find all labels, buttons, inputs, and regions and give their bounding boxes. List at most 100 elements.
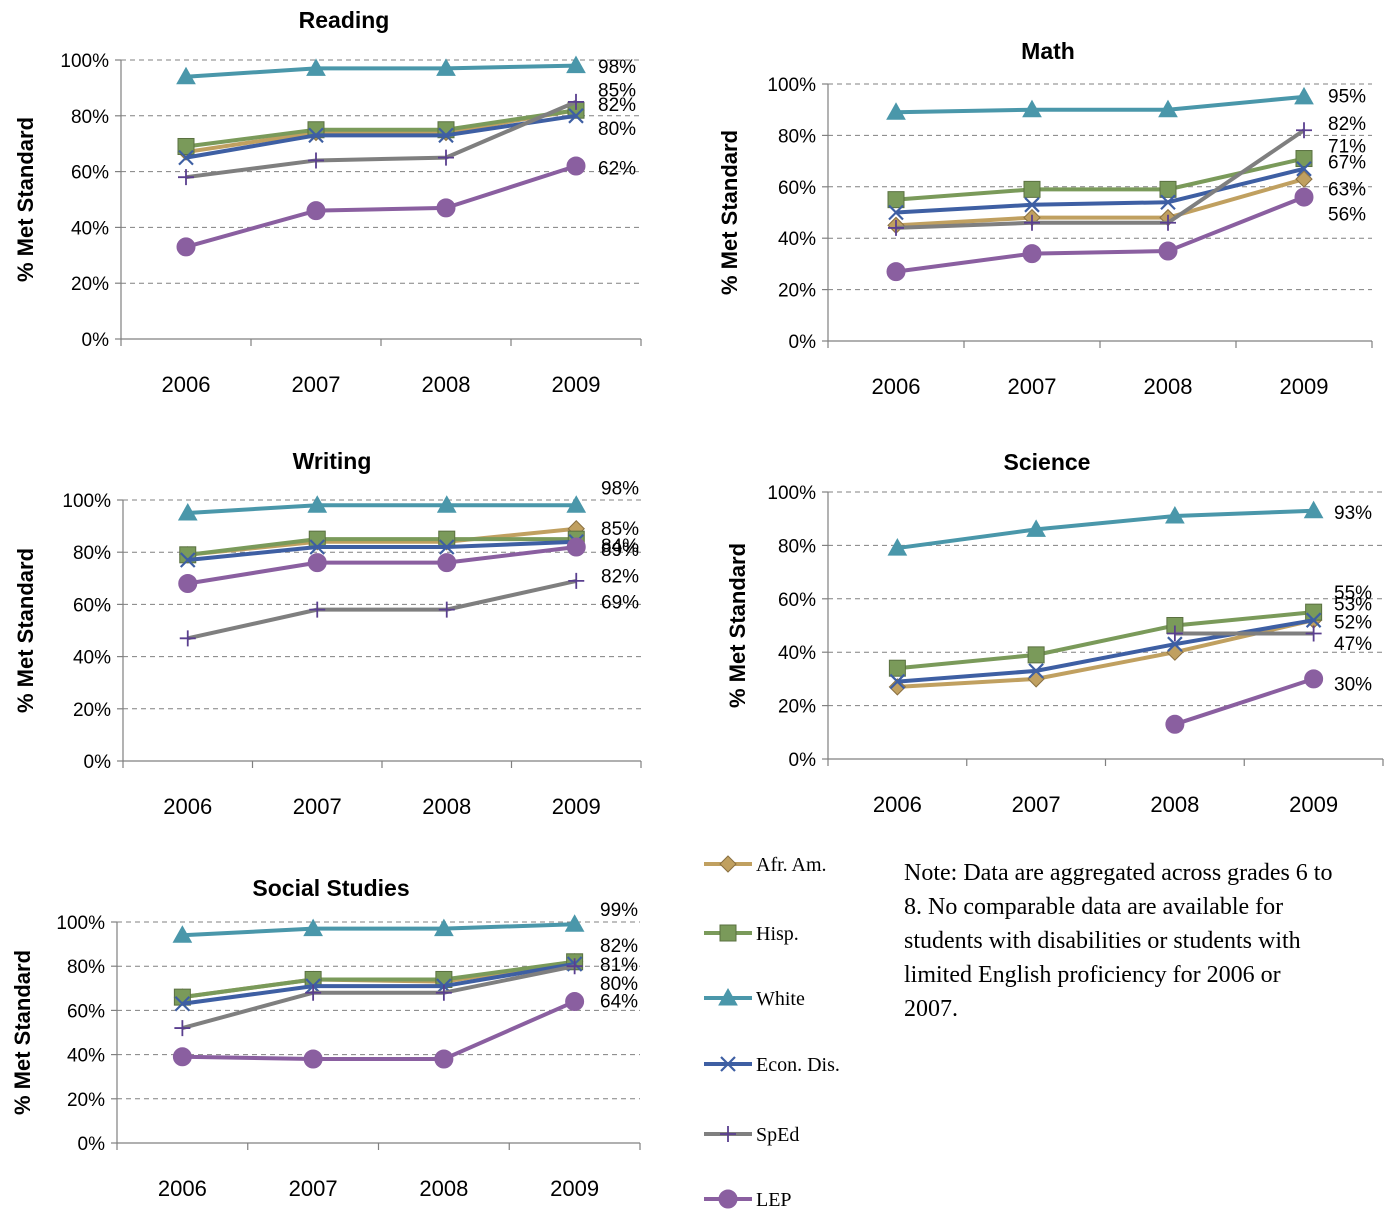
data-point	[1024, 197, 1040, 213]
data-point	[174, 995, 191, 1012]
series-line	[895, 195, 1305, 274]
y-tick-label: 20%	[778, 697, 816, 718]
x-tick-label: 2006	[162, 372, 211, 397]
chart-title: Math	[1021, 38, 1075, 64]
data-label: 82%	[1328, 114, 1366, 135]
series-line	[185, 63, 577, 79]
series-line	[182, 962, 575, 1006]
data-point	[172, 925, 193, 943]
data-point	[309, 539, 326, 555]
data-label: 56%	[1328, 205, 1366, 226]
x-tick-label: 2009	[552, 372, 601, 397]
data-point	[568, 93, 584, 110]
y-tick-label: 20%	[778, 281, 816, 302]
series-line	[187, 526, 577, 557]
y-tick-label: 20%	[71, 274, 109, 295]
data-label: 85%	[601, 519, 639, 540]
data-point	[176, 237, 196, 257]
series-white	[172, 914, 585, 943]
series-lep	[176, 156, 586, 257]
data-point	[438, 539, 455, 555]
series-lep	[1165, 669, 1324, 734]
series-white	[887, 500, 1324, 556]
data-label: 63%	[1328, 179, 1366, 200]
x-tick-label: 2006	[873, 792, 922, 817]
series-sped	[178, 93, 584, 186]
data-point	[177, 503, 198, 521]
data-label: 47%	[1334, 634, 1372, 655]
y-tick-label: 100%	[56, 913, 105, 934]
data-label: 52%	[1334, 612, 1372, 633]
x-tick-label: 2008	[419, 1176, 468, 1201]
series-lep	[172, 992, 585, 1069]
data-point	[307, 495, 328, 513]
legend-label: Hisp.	[756, 923, 799, 945]
data-label: 64%	[600, 991, 638, 1012]
series-white	[886, 86, 1314, 120]
x-tick-label: 2007	[293, 794, 342, 819]
legend-item-white: White	[704, 987, 805, 1010]
series-line	[187, 544, 577, 586]
legend-label: Econ. Dis.	[756, 1054, 840, 1076]
data-point	[179, 552, 196, 568]
data-label: 99%	[600, 900, 638, 921]
chart-title: Social Studies	[252, 875, 409, 901]
y-tick-label: 80%	[73, 543, 111, 564]
x-tick-label: 2006	[158, 1176, 207, 1201]
series-line	[185, 164, 577, 249]
y-tick-label: 100%	[767, 75, 816, 96]
x-tick-label: 2008	[1144, 374, 1193, 399]
series-econ-dis	[888, 161, 1312, 221]
y-tick-label: 60%	[778, 590, 816, 611]
data-point	[568, 108, 584, 124]
legend-label: Afr. Am.	[756, 854, 827, 876]
data-label: 30%	[1334, 674, 1372, 695]
legend-marker	[720, 1056, 736, 1072]
data-point	[178, 169, 194, 186]
y-tick-label: 0%	[789, 750, 817, 771]
y-axis-label: % Met Standard	[13, 117, 38, 282]
y-tick-label: 40%	[73, 648, 111, 669]
data-point	[438, 127, 454, 144]
y-tick-label: 0%	[82, 330, 110, 351]
data-point	[1158, 99, 1178, 118]
series-line	[897, 618, 1314, 684]
y-tick-label: 40%	[778, 643, 816, 664]
data-label: 82%	[598, 95, 636, 116]
data-point	[306, 58, 326, 76]
series-line	[187, 539, 577, 563]
data-label: 69%	[601, 592, 639, 613]
data-point	[436, 58, 456, 76]
y-axis-label: % Met Standard	[725, 543, 750, 708]
data-point	[1303, 500, 1324, 519]
data-point	[435, 984, 452, 1001]
data-point	[303, 1049, 323, 1069]
data-point	[1295, 170, 1313, 188]
data-point	[1165, 714, 1185, 734]
data-label: 53%	[1334, 595, 1372, 616]
data-point	[1294, 86, 1314, 105]
data-point	[1304, 669, 1324, 689]
series-white	[177, 495, 587, 521]
legend-label: LEP	[756, 1189, 792, 1211]
data-label: 67%	[1328, 152, 1366, 173]
chart-writing: Writing % Met Standard 0% 20% 40% 60% 80% 100% 2…	[13, 448, 642, 819]
data-point	[1160, 194, 1176, 210]
data-point	[1167, 636, 1183, 652]
data-point	[434, 1049, 454, 1069]
x-tick-label: 2007	[1008, 374, 1057, 399]
data-point	[1027, 646, 1045, 664]
y-tick-label: 100%	[767, 483, 816, 504]
x-tick-label: 2009	[552, 794, 601, 819]
data-point	[888, 219, 904, 236]
data-label: 98%	[598, 57, 636, 78]
data-point	[309, 601, 326, 618]
y-tick-label: 60%	[71, 163, 109, 184]
chart-reading: Reading % Met Standard 0% 20% 40% 60% 80% 100% 2…	[13, 7, 642, 397]
data-point	[1295, 150, 1313, 168]
series-line	[895, 128, 1306, 230]
note-text: Note: Data are aggregated across grades …	[904, 860, 1333, 1022]
y-axis-label: % Met Standard	[717, 130, 742, 295]
y-tick-label: 60%	[73, 595, 111, 616]
